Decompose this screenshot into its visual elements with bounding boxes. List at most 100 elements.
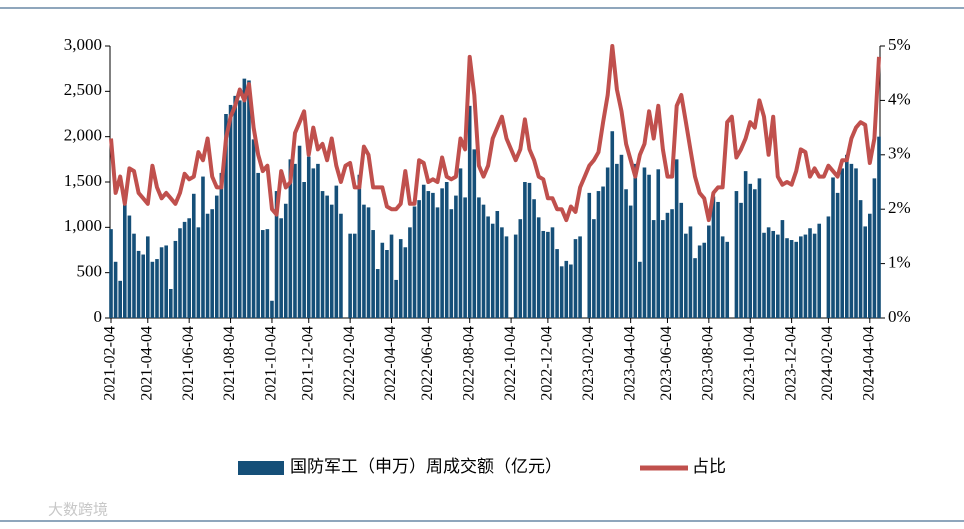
bar [113,261,118,318]
legend-label: 占比 [692,457,726,476]
bar [122,195,127,318]
bar [467,105,472,318]
bar [513,234,518,318]
bar [306,156,311,318]
bar [688,226,693,318]
bar [716,201,720,318]
bar [145,236,150,318]
bar [316,163,320,318]
bar [320,191,325,318]
bar [334,185,339,318]
bar [440,188,444,318]
x-tick-label: 2024-04-04 [860,326,877,401]
y-tick-label: 3,000 [64,35,102,54]
bar [550,227,555,318]
bar [849,163,854,318]
x-tick-label: 2021-08-04 [221,326,238,401]
bar [155,259,159,318]
bar [808,228,812,318]
bar [785,238,789,318]
x-tick-label: 2022-12-04 [539,326,556,401]
bar [274,191,279,318]
bar [141,254,145,318]
bar [615,163,619,318]
y-tick-label: 1,000 [64,216,102,235]
bar [711,196,716,318]
bar [408,227,412,318]
bar [817,223,822,318]
bar [463,197,467,318]
bar [187,218,191,318]
x-tick-label: 2022-06-04 [419,326,436,401]
bar [569,264,573,318]
bar [840,168,845,318]
bar [454,195,458,318]
bar [421,184,426,318]
bar [486,216,490,318]
bar [224,114,228,318]
bar [164,245,168,318]
bar [118,280,122,318]
bar [228,104,233,318]
bar [500,227,504,318]
bar [546,231,550,318]
bar [251,139,256,318]
bar [762,232,766,318]
bar [794,241,799,318]
bar [766,227,771,318]
y2-tick-label: 1% [888,253,911,272]
bar [435,207,440,318]
bar [371,230,375,318]
bar [196,227,201,318]
bar [283,203,288,318]
bar [559,266,564,318]
line [109,44,881,223]
bar [375,269,380,318]
bar [504,236,509,318]
bar [325,195,329,318]
bar [431,192,435,318]
x-tick-label: 2023-06-04 [658,326,675,401]
x-tick-label: 2022-10-04 [502,326,519,401]
bar [265,229,270,318]
bar [389,234,394,318]
bar [357,174,362,318]
bar [877,136,881,318]
bar [426,191,431,318]
x-tick-label: 2021-10-04 [263,326,280,401]
bar [205,213,210,318]
bar [311,168,316,318]
bar [872,178,877,318]
bar [702,242,707,318]
bar [339,213,343,318]
y2-tick-label: 5% [888,35,911,54]
bar [477,197,481,318]
bar [348,233,352,318]
bar [256,172,260,318]
bar [739,202,743,318]
bar [242,78,247,318]
bar [601,186,605,318]
x-tick-label: 2023-08-04 [700,326,717,401]
bar [771,230,776,318]
y2-tick-label: 4% [888,89,911,108]
bar [863,226,868,318]
bar [279,218,283,318]
bar [136,250,141,318]
bar [237,100,242,319]
bar [555,249,559,318]
bar [150,261,155,318]
bar [385,250,389,318]
bar [656,169,661,318]
bar [523,182,527,318]
bar [596,191,601,318]
bar [472,149,477,318]
bar [518,219,523,318]
bar [679,202,684,318]
bar [697,245,702,318]
bar [362,204,366,318]
bar [665,212,670,318]
x-tick-label: 2023-12-04 [782,326,799,401]
bar [835,192,840,318]
bar [592,219,596,318]
